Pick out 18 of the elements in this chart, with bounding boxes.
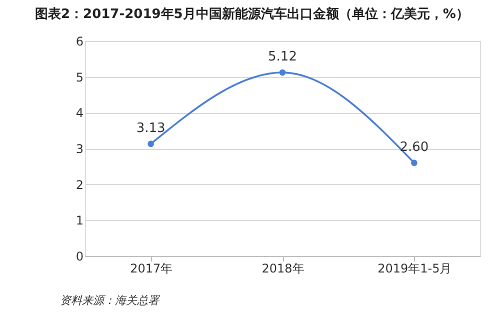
y-tick-label: 4 — [76, 106, 84, 120]
point — [411, 160, 418, 166]
data-label: 2.60 — [400, 140, 429, 155]
x-tick-label: 2018年 — [262, 262, 304, 276]
point — [279, 69, 286, 76]
data-label: 3.13 — [136, 120, 166, 136]
y-tick-label: 6 — [76, 34, 84, 48]
text: 资料来源：海关总署 — [60, 294, 160, 307]
point — [148, 140, 154, 147]
x-tick-label: 2017年 — [130, 262, 173, 276]
y-tick-label: 0 — [76, 250, 84, 264]
y-tick-label: 5 — [76, 70, 84, 84]
y-tick-label: 1 — [76, 214, 84, 228]
chart-title: 图表2：2017-2019年5月中国新能源汽车出口金额（单位：亿美元，%） — [35, 6, 469, 22]
y-tick-label: 3 — [76, 142, 84, 156]
data-label: 5.12 — [268, 50, 297, 65]
x-tick-label: 2019年1-5月 — [378, 262, 452, 276]
y-tick-label: 2 — [76, 178, 84, 192]
